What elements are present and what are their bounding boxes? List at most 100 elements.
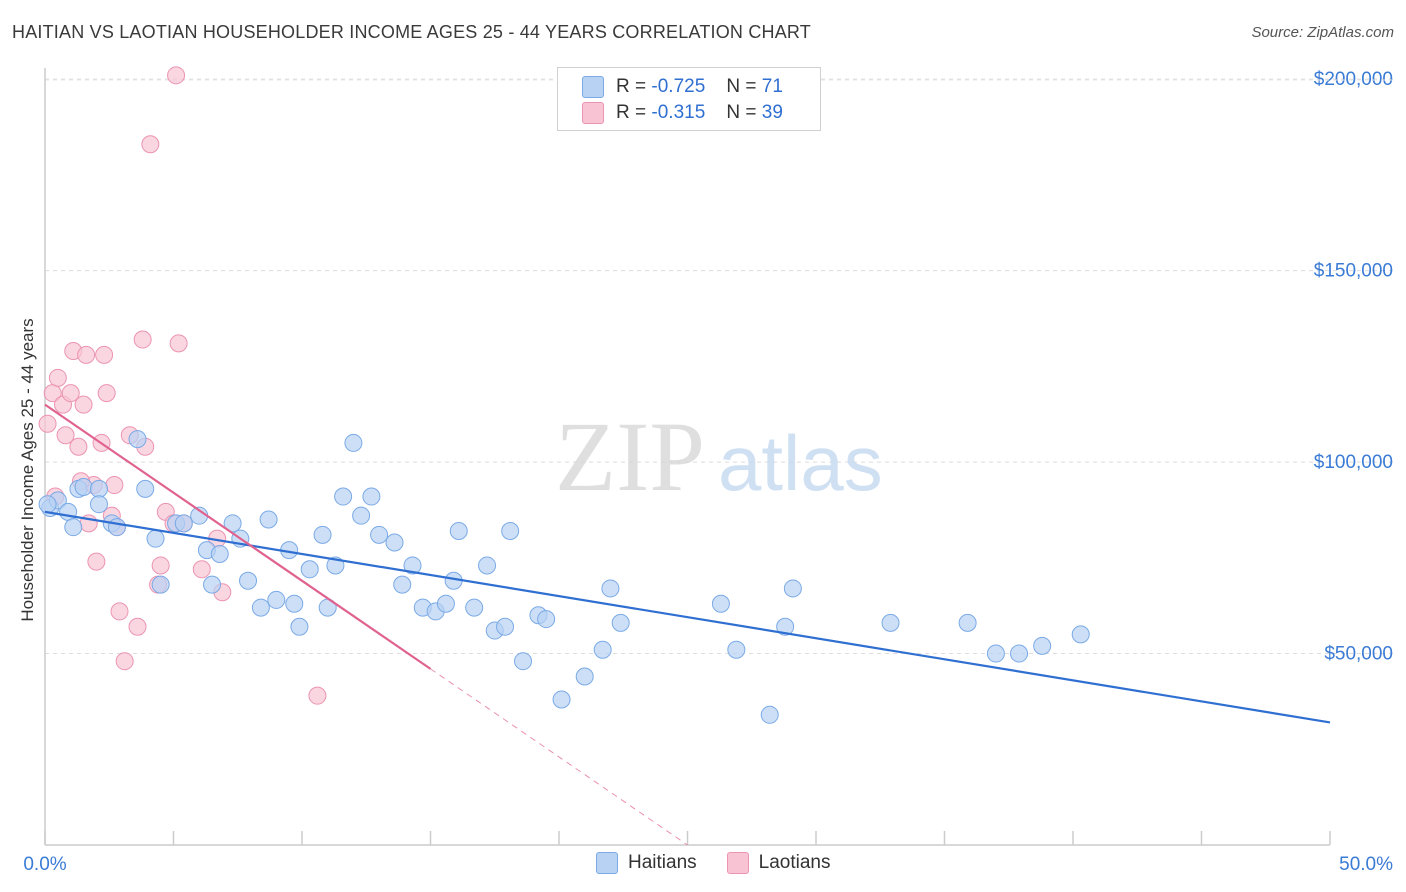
x-tick-label: 50.0%: [1339, 854, 1393, 875]
laotians-point: [87, 552, 106, 571]
haitians-point: [290, 617, 309, 636]
laotians-point: [192, 560, 211, 579]
haitians-point: [881, 613, 900, 632]
x-tick-label: 0.0%: [23, 854, 66, 875]
haitians-point: [352, 506, 371, 525]
haitians-point: [285, 594, 304, 613]
legend-n-value: 71: [761, 76, 783, 97]
laotians-point: [97, 384, 116, 403]
legend-row-haitians: R = -0.725 N = 71: [582, 74, 783, 100]
haitians-point: [239, 571, 258, 590]
haitians-point: [601, 579, 620, 598]
haitians-point: [334, 487, 353, 506]
haitians-point: [89, 479, 108, 498]
haitians-point: [300, 560, 319, 579]
haitians-point: [146, 529, 165, 548]
haitians-point: [760, 705, 779, 724]
series-legend: Haitians Laotians: [596, 852, 861, 874]
laotians-point: [115, 652, 134, 671]
laotians-point: [69, 437, 88, 456]
haitians-point: [1010, 644, 1029, 663]
haitians-point: [727, 640, 746, 659]
haitians-point: [1071, 625, 1090, 644]
laotians-point: [105, 476, 124, 495]
legend-n-label: N =: [726, 76, 757, 97]
haitians-point: [313, 525, 332, 544]
haitians-point: [59, 502, 78, 521]
legend-row-laotians: R = -0.315 N = 39: [582, 100, 783, 126]
laotians-point: [110, 602, 129, 621]
laotians-legend-label: Laotians: [758, 852, 831, 873]
haitians-point: [449, 522, 468, 540]
laotians-point: [133, 330, 152, 349]
haitians-point: [393, 575, 412, 594]
haitians-point: [74, 477, 93, 496]
laotians-point: [38, 414, 57, 433]
laotians-point: [48, 368, 67, 387]
haitians-point: [552, 690, 571, 709]
haitians-point: [259, 510, 278, 529]
haitians-point: [107, 518, 126, 537]
source-credit: Source: ZipAtlas.com: [1251, 24, 1394, 41]
legend-item-laotians: Laotians: [726, 852, 831, 874]
haitians-point: [344, 433, 363, 452]
haitians-point: [496, 617, 515, 636]
haitians-point: [174, 514, 193, 533]
legend-r-value: -0.725: [651, 76, 706, 97]
y-tick-label: $50,000: [1324, 644, 1393, 665]
haitians-point: [537, 610, 556, 629]
haitians-point: [611, 613, 630, 632]
haitians-point: [783, 579, 802, 598]
haitians-point: [465, 598, 484, 617]
haitians-point: [575, 667, 594, 686]
haitians-point: [1033, 636, 1052, 655]
haitians-point: [958, 613, 977, 632]
haitians-point: [210, 544, 229, 563]
haitians-point: [478, 556, 497, 575]
laotians-point: [141, 135, 160, 154]
haitians-swatch: [582, 76, 604, 98]
haitians-point: [436, 594, 455, 613]
haitians-point: [514, 652, 533, 671]
laotians-point: [167, 66, 186, 85]
haitians-point: [203, 575, 222, 594]
haitians-legend-label: Haitians: [628, 852, 697, 873]
haitians-point: [593, 640, 612, 659]
legend-n-value: 39: [761, 102, 783, 123]
watermark-atlas: atlas: [718, 419, 883, 507]
haitians-point: [223, 514, 242, 533]
legend-n-label: N =: [726, 102, 757, 123]
legend-r-label: R =: [616, 76, 647, 97]
laotians-point: [95, 345, 114, 364]
y-tick-label: $200,000: [1314, 69, 1393, 90]
haitians-trend-line: [44, 510, 1331, 724]
watermark-zip: ZIP: [555, 401, 705, 512]
haitians-point: [151, 575, 170, 594]
haitians-point: [362, 487, 381, 506]
laotians-point: [77, 345, 96, 364]
laotians-point: [74, 395, 93, 414]
haitians-point: [251, 598, 270, 617]
haitians-point: [89, 495, 108, 514]
y-tick-label: $150,000: [1314, 261, 1393, 282]
laotians-legend-swatch: [726, 852, 749, 874]
chart-title: HAITIAN VS LAOTIAN HOUSEHOLDER INCOME AG…: [12, 22, 811, 42]
haitians-point: [501, 522, 520, 540]
laotians-swatch: [582, 102, 604, 124]
haitians-point: [267, 590, 286, 609]
haitians-point: [403, 556, 422, 575]
y-tick-label: $100,000: [1314, 452, 1393, 473]
laotians-trend-extension: [430, 668, 688, 846]
laotians-point: [128, 617, 147, 636]
haitians-point: [711, 594, 730, 613]
laotians-trend-line: [44, 403, 432, 670]
laotians-point: [61, 384, 80, 403]
haitians-point: [128, 430, 147, 449]
haitians-point: [776, 617, 795, 636]
haitians-point: [986, 644, 1005, 663]
legend-r-value: -0.315: [651, 102, 706, 123]
haitians-legend-swatch: [596, 852, 618, 874]
haitians-point: [64, 518, 83, 537]
legend-item-haitians: Haitians: [596, 852, 697, 874]
